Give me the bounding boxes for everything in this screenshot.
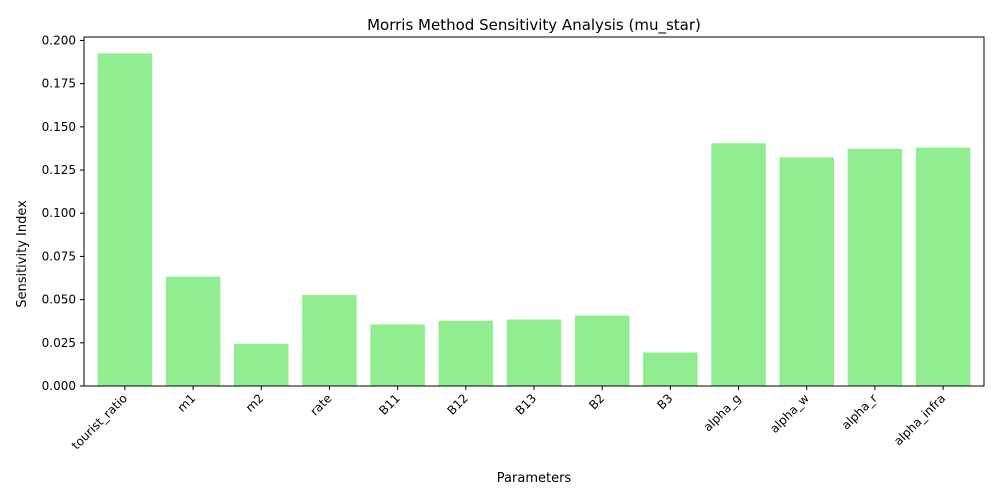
- y-tick-label: 0.050: [42, 293, 76, 307]
- bar-B13: [506, 319, 562, 386]
- plot-frame: [83, 36, 985, 387]
- x-tick-label-alpha_r: alpha_r: [839, 391, 880, 432]
- x-tick-label-tourist_ratio: tourist_ratio: [69, 391, 130, 452]
- bar-alpha_w: [779, 157, 834, 386]
- bar-B12: [438, 320, 494, 386]
- x-tick-label-rate: rate: [307, 391, 334, 418]
- bars-group: [97, 53, 971, 386]
- x-tick-label-m1: m1: [175, 391, 199, 415]
- x-tick-label-B3: B3: [654, 391, 675, 412]
- y-tick-label: 0.150: [42, 120, 76, 134]
- chart-title: Morris Method Sensitivity Analysis (mu_s…: [367, 16, 701, 35]
- bar-alpha_infra: [915, 147, 971, 386]
- x-axis-label: Parameters: [497, 471, 572, 486]
- x-tick-label-B11: B11: [376, 391, 403, 418]
- bar-alpha_r: [847, 148, 903, 386]
- x-axis: tourist_ratio m1 m2 rate B11 B12 B13 B2 B3 alpha_…: [69, 386, 948, 452]
- x-tick-label-B2: B2: [586, 391, 607, 412]
- y-axis: 0.000 0.025 0.050 0.075 0.100 0.125 0.150 0.175…: [42, 33, 84, 393]
- bar-m2: [234, 343, 289, 386]
- bar-tourist_ratio: [97, 53, 153, 386]
- x-tick-label-alpha_w: alpha_w: [767, 391, 812, 436]
- bar-B2: [574, 315, 630, 386]
- bar-B3: [643, 352, 698, 386]
- x-tick-label-alpha_g: alpha_g: [701, 391, 744, 434]
- y-tick-label: 0.100: [42, 206, 76, 220]
- bar-B11: [370, 324, 425, 386]
- x-tick-label-B13: B13: [513, 391, 540, 418]
- bar-m1: [165, 276, 221, 386]
- y-axis-label: Sensitivity Index: [15, 200, 30, 308]
- x-tick-label-m2: m2: [243, 391, 267, 415]
- bar-rate: [302, 294, 357, 386]
- y-tick-label: 0.175: [42, 77, 76, 91]
- y-tick-label: 0.025: [42, 336, 76, 350]
- x-tick-label-alpha_infra: alpha_infra: [891, 391, 948, 448]
- bar-alpha_g: [711, 143, 766, 386]
- y-tick-label: 0.075: [42, 249, 76, 263]
- y-tick-label: 0.200: [42, 33, 76, 47]
- y-tick-label: 0.000: [42, 379, 76, 393]
- y-tick-label: 0.125: [42, 163, 76, 177]
- x-tick-label-B12: B12: [444, 391, 471, 418]
